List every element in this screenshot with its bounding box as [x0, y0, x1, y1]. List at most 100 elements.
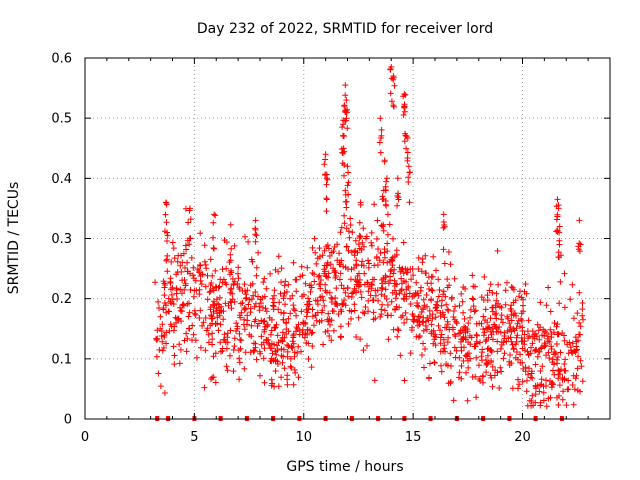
data-point	[323, 208, 330, 215]
data-point	[203, 265, 210, 272]
data-point	[377, 115, 384, 122]
data-point	[206, 289, 213, 296]
data-point	[500, 355, 507, 362]
data-point	[279, 359, 286, 366]
data-point	[571, 386, 578, 393]
data-point	[510, 286, 517, 293]
data-point	[389, 257, 396, 264]
data-point	[406, 290, 413, 297]
data-point	[223, 265, 230, 272]
data-point	[440, 246, 447, 253]
data-point	[271, 299, 277, 306]
data-point	[183, 330, 190, 337]
data-point	[555, 205, 562, 212]
data-point	[569, 382, 576, 388]
data-point	[554, 394, 560, 401]
data-point	[387, 90, 394, 97]
data-point	[163, 340, 170, 347]
data-point	[501, 329, 508, 336]
data-point	[348, 315, 354, 322]
data-point	[305, 356, 312, 362]
data-point	[210, 234, 216, 241]
data-point	[431, 333, 437, 340]
data-point	[338, 282, 345, 289]
data-point	[440, 211, 447, 218]
data-point	[164, 252, 171, 259]
data-point	[297, 273, 304, 280]
data-point	[249, 280, 256, 287]
data-point	[561, 361, 568, 367]
data-point	[572, 349, 579, 356]
data-point	[483, 360, 490, 366]
data-point	[168, 291, 175, 298]
data-point	[364, 279, 371, 286]
data-point	[298, 348, 304, 355]
data-point	[520, 296, 527, 303]
data-point	[499, 319, 506, 326]
data-point	[515, 317, 522, 324]
data-point	[284, 353, 291, 360]
data-point	[443, 361, 450, 368]
data-point	[164, 268, 171, 275]
data-point	[185, 313, 192, 320]
data-point	[342, 92, 349, 99]
data-point	[248, 322, 255, 329]
data-point	[158, 333, 165, 339]
data-point	[537, 345, 544, 352]
data-point	[295, 374, 302, 381]
data-point	[365, 257, 371, 264]
data-point	[543, 302, 550, 309]
data-point	[275, 253, 282, 260]
data-point	[481, 274, 488, 280]
data-point	[371, 377, 378, 384]
y-tick-label: 0.6	[51, 52, 72, 67]
data-point	[495, 281, 502, 288]
data-point	[401, 138, 408, 145]
data-point	[365, 297, 372, 304]
y-tick-label: 0	[64, 413, 72, 428]
data-point	[554, 211, 561, 218]
data-point	[278, 265, 285, 272]
data-point	[549, 359, 556, 366]
data-point	[361, 310, 368, 317]
data-point	[268, 327, 275, 334]
data-point	[394, 192, 401, 199]
data-point	[522, 364, 529, 371]
data-point	[317, 294, 324, 301]
data-point	[283, 331, 290, 337]
data-point	[532, 391, 539, 398]
data-point	[579, 306, 586, 313]
data-point	[274, 332, 281, 339]
data-point	[450, 397, 457, 404]
data-point	[394, 333, 401, 340]
data-point	[217, 321, 224, 328]
data-point	[508, 328, 515, 335]
data-point	[386, 221, 393, 228]
data-point	[404, 149, 411, 156]
data-point	[339, 300, 345, 307]
data-point	[290, 302, 297, 309]
data-point	[433, 267, 439, 274]
data-point	[374, 217, 381, 224]
data-point	[470, 296, 477, 303]
data-point	[440, 224, 447, 231]
data-point	[328, 294, 335, 301]
data-point	[159, 321, 166, 328]
data-point	[480, 379, 486, 386]
data-point	[246, 331, 253, 338]
data-point	[336, 250, 343, 257]
data-point	[532, 361, 539, 368]
data-point	[341, 220, 348, 227]
data-point	[492, 311, 498, 318]
data-point	[241, 365, 248, 372]
data-point	[203, 327, 210, 334]
data-point	[209, 341, 216, 348]
data-point	[316, 245, 323, 252]
data-point	[421, 302, 428, 309]
data-point	[401, 108, 408, 115]
data-point	[353, 261, 360, 268]
data-point	[161, 280, 168, 287]
data-point	[220, 336, 227, 343]
data-point	[227, 352, 233, 359]
data-point	[557, 278, 564, 285]
